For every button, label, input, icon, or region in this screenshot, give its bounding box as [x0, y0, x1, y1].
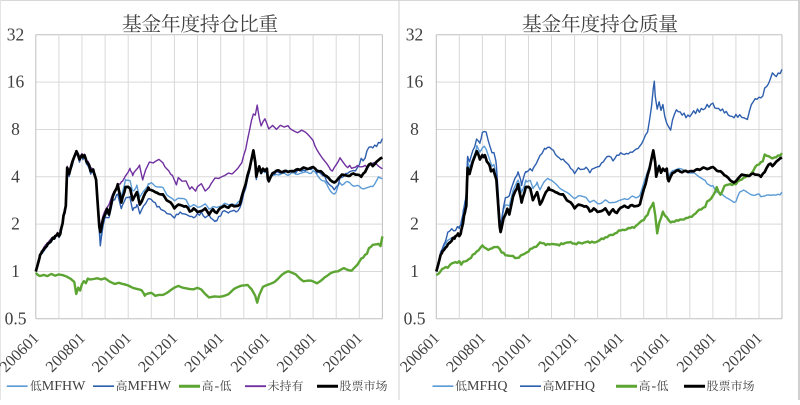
svg-text:1: 1	[11, 261, 20, 281]
svg-text:8: 8	[11, 119, 20, 139]
svg-text:-: -	[652, 379, 657, 394]
svg-text:8: 8	[410, 119, 419, 139]
svg-text:MFHW: MFHW	[42, 379, 86, 394]
svg-text:4: 4	[11, 166, 20, 186]
svg-text:0.5: 0.5	[404, 308, 426, 328]
svg-text:32: 32	[406, 24, 424, 44]
svg-text:4: 4	[410, 166, 419, 186]
svg-text:MFHQ: MFHQ	[467, 379, 507, 394]
svg-text:0.5: 0.5	[5, 308, 27, 328]
svg-text:16: 16	[7, 72, 25, 92]
svg-text:MFHW: MFHW	[128, 379, 172, 394]
svg-text:-: -	[215, 379, 220, 394]
svg-text:2: 2	[410, 214, 419, 234]
svg-text:2: 2	[11, 214, 20, 234]
svg-text:1: 1	[410, 261, 419, 281]
svg-text:MFHQ: MFHQ	[555, 379, 595, 394]
svg-text:32: 32	[7, 24, 25, 44]
svg-text:16: 16	[406, 72, 424, 92]
